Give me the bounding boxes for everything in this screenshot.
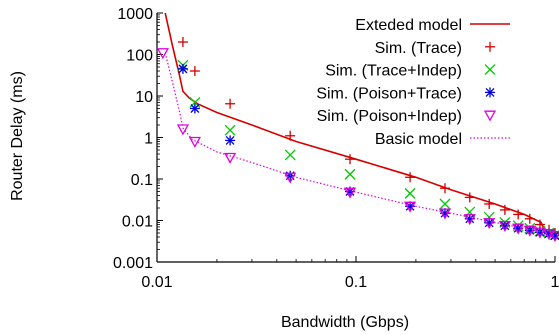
series-basic-model xyxy=(164,52,556,237)
data-point-d2 xyxy=(405,201,415,211)
series-line-basic-model xyxy=(164,52,556,237)
legend-marker-swatch xyxy=(484,64,496,76)
y-tick-label: 10 xyxy=(135,89,153,106)
data-point-d2 xyxy=(225,135,235,145)
data-point xyxy=(464,192,475,203)
data-point-d2 xyxy=(513,223,523,233)
data-point xyxy=(345,154,356,165)
data-point xyxy=(439,183,450,194)
data-point xyxy=(177,37,188,48)
legend-marker-swatch-d2 xyxy=(484,64,496,76)
data-point-d2 xyxy=(344,168,356,180)
data-point xyxy=(403,201,417,213)
data-point xyxy=(404,187,416,199)
legend-label: Basic model xyxy=(375,131,462,148)
data-point-d2 xyxy=(465,214,475,224)
data-point xyxy=(484,198,495,209)
data-point xyxy=(223,152,237,164)
series-layer xyxy=(156,12,559,243)
legend-label: Sim. (Trace+Indep) xyxy=(325,63,462,80)
data-point-d2 xyxy=(500,221,510,231)
data-point xyxy=(499,204,510,215)
data-point-d2 xyxy=(404,187,416,199)
data-point-d2 xyxy=(439,198,451,210)
y-tick-label: 1 xyxy=(144,131,153,148)
data-point-d2 xyxy=(525,225,535,235)
x-tick-label: 1 xyxy=(551,274,559,291)
data-point-d2 xyxy=(484,218,494,228)
data-point-d2 xyxy=(178,64,188,74)
data-point xyxy=(284,172,297,184)
data-point xyxy=(225,135,236,146)
data-point-d2 xyxy=(550,231,559,241)
y-tick-label: 0.001 xyxy=(113,255,153,272)
y-axis-title: Router Delay (ms) xyxy=(9,71,26,201)
data-point xyxy=(284,149,296,161)
data-point xyxy=(225,98,236,109)
data-point xyxy=(405,201,416,212)
data-point-d2 xyxy=(224,124,236,136)
legend-label: Exteded model xyxy=(355,17,462,34)
y-tick-label: 0.1 xyxy=(131,172,153,189)
x-tick-label: 0.01 xyxy=(141,274,172,291)
data-point xyxy=(188,136,201,148)
data-point xyxy=(524,213,535,224)
legend-marker-swatch xyxy=(485,41,495,52)
legend-marker-swatch xyxy=(483,110,497,122)
data-point-d2 xyxy=(284,149,296,161)
series-exteded-model xyxy=(164,12,547,234)
data-point xyxy=(224,124,236,136)
legend-label: Sim. (Poison+Trace) xyxy=(316,85,462,102)
data-point xyxy=(189,66,200,77)
data-point xyxy=(463,214,476,226)
data-point xyxy=(513,209,524,220)
data-point xyxy=(548,231,559,243)
series-line-exteded-model xyxy=(164,12,547,234)
data-point xyxy=(439,198,451,210)
data-point xyxy=(405,172,416,183)
data-point xyxy=(512,223,525,235)
data-point-d2 xyxy=(440,208,450,218)
y-tick-label: 0.01 xyxy=(122,214,153,231)
data-point xyxy=(438,208,452,220)
x-tick-label: 0.1 xyxy=(345,274,367,291)
data-point xyxy=(343,187,357,199)
data-point xyxy=(523,225,536,237)
data-point-d2 xyxy=(190,104,200,113)
data-point xyxy=(344,168,356,180)
y-tick-label: 100 xyxy=(126,48,153,65)
legend-label: Sim. (Poison+Indep) xyxy=(317,108,462,125)
data-point xyxy=(483,218,496,230)
legend-marker-swatch-d2 xyxy=(485,87,495,97)
data-point xyxy=(176,124,190,136)
data-point xyxy=(189,103,200,114)
data-point xyxy=(498,221,511,233)
data-point xyxy=(177,63,188,74)
data-point xyxy=(285,130,296,141)
axes: 0.001 0.01 0.1 1 10 100 1000 0.01 0.1 1 xyxy=(113,6,559,291)
legend-label: Sim. (Trace) xyxy=(375,40,462,57)
legend: Exteded model Sim. (Trace) Sim. (Trace+Ind… xyxy=(316,17,510,148)
y-tick-label: 1000 xyxy=(117,6,153,23)
legend-marker-swatch xyxy=(485,87,495,98)
x-axis-title: Bandwidth (Gbps) xyxy=(281,314,409,331)
